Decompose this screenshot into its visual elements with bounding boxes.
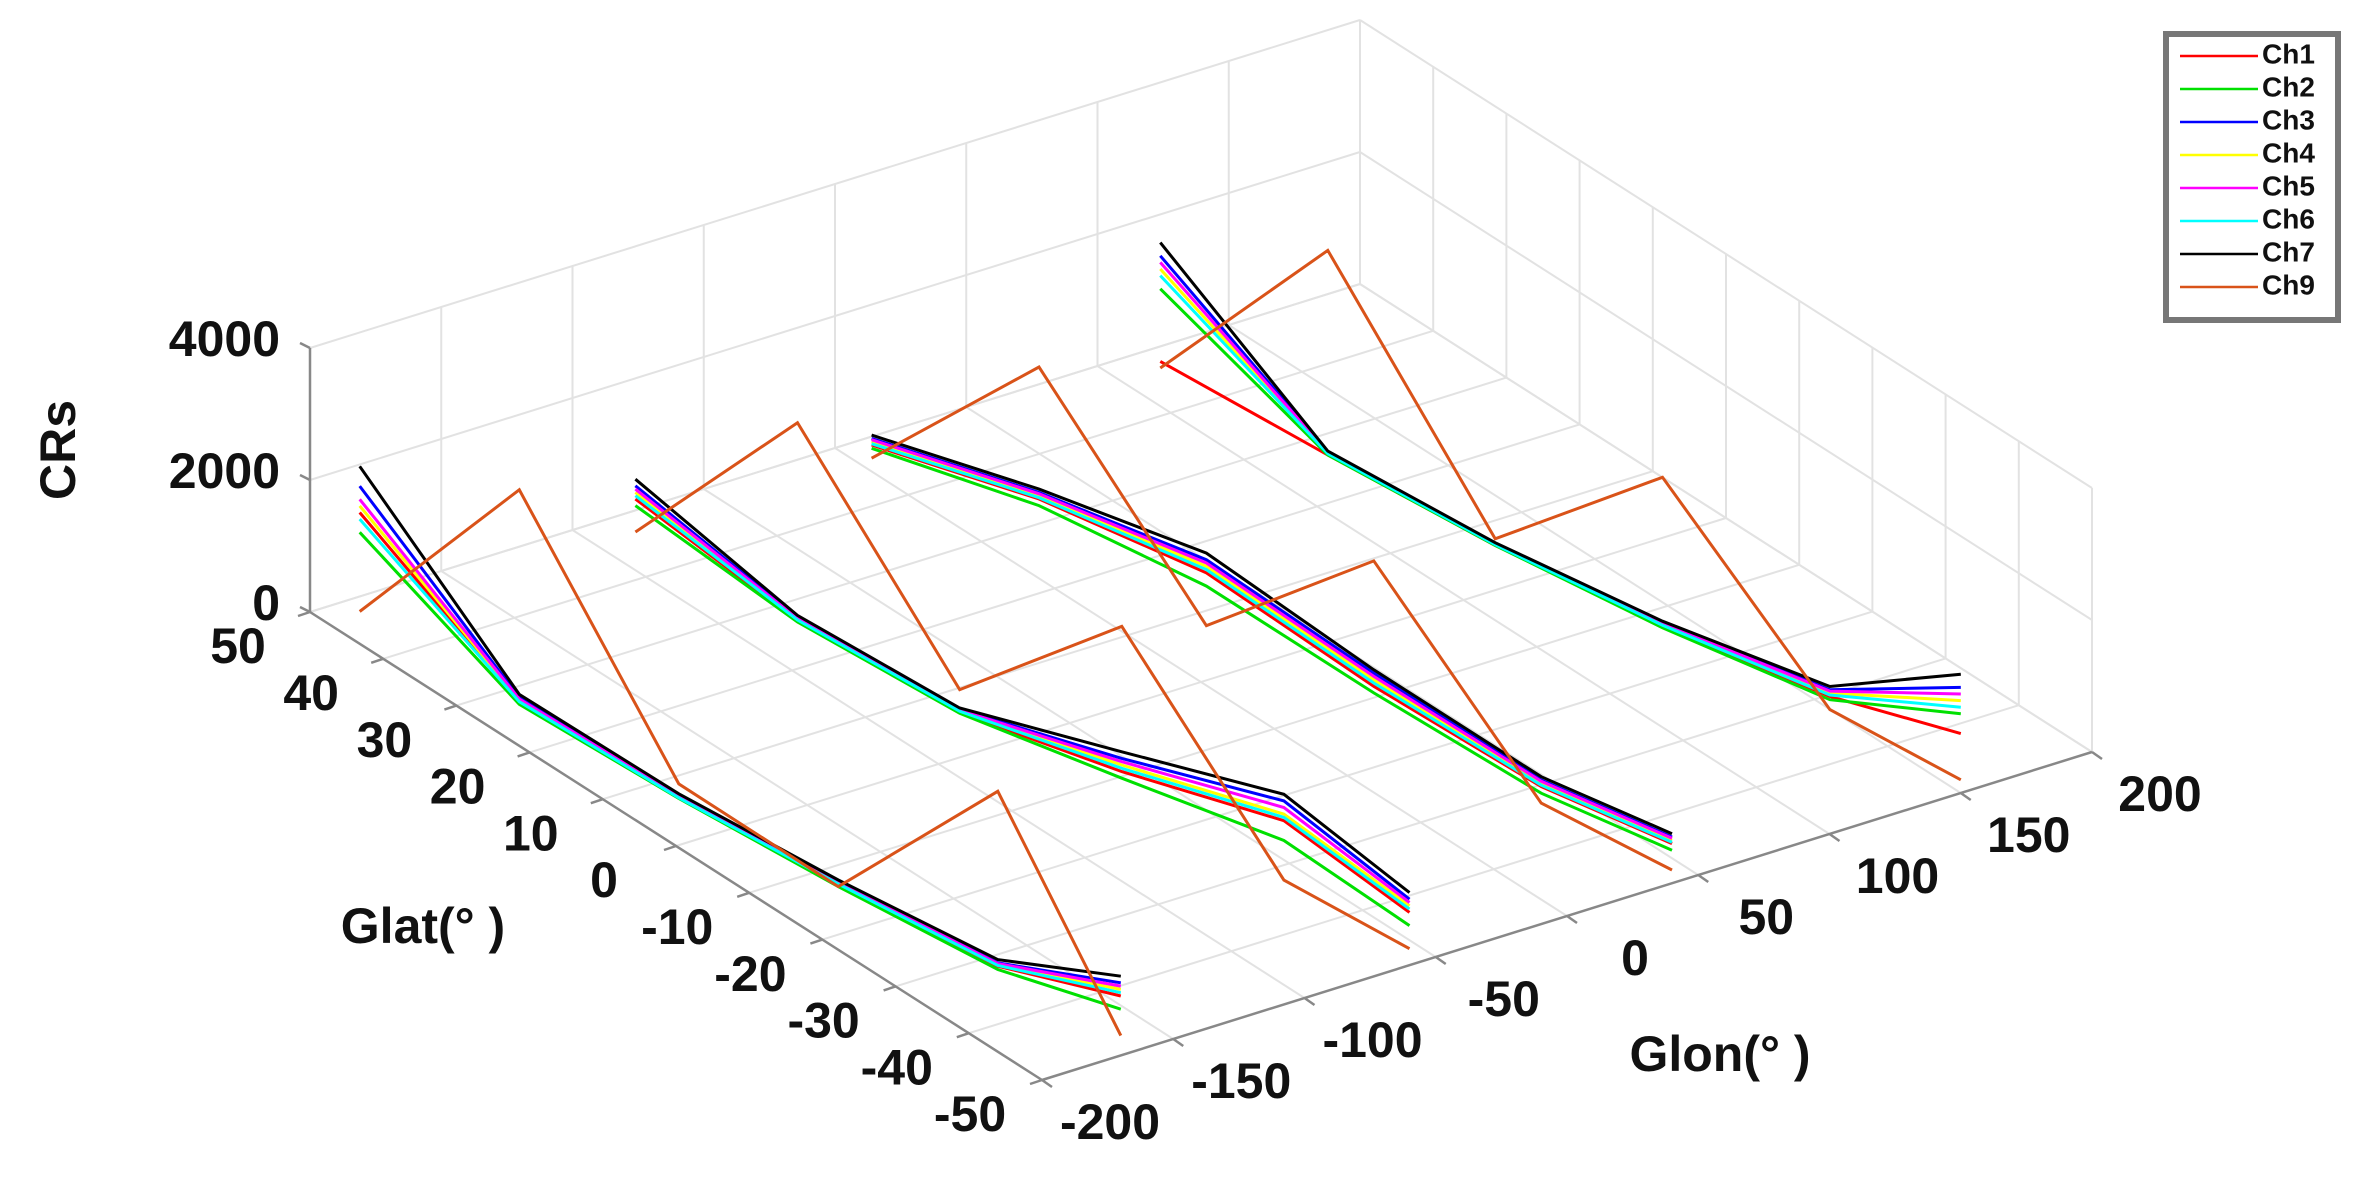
z-axis-label: CRs	[30, 400, 86, 500]
series-line	[358, 274, 1961, 995]
y-tick-label: 40	[283, 665, 339, 721]
grid-line	[309, 283, 1361, 613]
grid-line	[1359, 151, 2093, 621]
x-tick-label: -200	[1060, 1094, 1160, 1150]
tick-mark	[1960, 791, 1972, 802]
grid-line	[309, 151, 1361, 481]
x-tick-label: 0	[1621, 930, 1649, 986]
y-tick-label: -40	[861, 1039, 933, 1095]
z-tick-label: 2000	[169, 443, 280, 499]
legend-label: Ch7	[2262, 236, 2315, 267]
tick-mark	[810, 938, 823, 945]
x-tick-label: -100	[1322, 1012, 1422, 1068]
tick-mark	[1029, 1078, 1043, 1086]
legend-label: Ch4	[2262, 137, 2315, 168]
tick-mark	[736, 891, 750, 898]
y-tick-label: 0	[590, 852, 618, 908]
grid-line	[1359, 19, 2093, 489]
y-tick-label: -30	[787, 993, 859, 1049]
grid-line	[529, 423, 1580, 754]
tick-mark	[1041, 1078, 1053, 1089]
tick-mark	[590, 798, 604, 805]
y-tick-label: -10	[641, 899, 713, 955]
tick-mark	[444, 704, 457, 711]
tick-mark	[299, 473, 311, 482]
tick-mark	[1828, 832, 1841, 843]
y-tick-label: 10	[503, 805, 559, 861]
tick-mark	[663, 844, 677, 852]
grid-line	[895, 657, 1946, 988]
y-tick-label: -20	[714, 946, 786, 1002]
grid-line	[822, 610, 1873, 941]
x-tick-label: 50	[1738, 889, 1794, 945]
tick-mark	[299, 605, 311, 614]
grid-line	[748, 563, 1800, 894]
x-tick-label: -50	[1468, 971, 1540, 1027]
z-tick-label: 4000	[169, 311, 280, 367]
x-tick-label: -150	[1191, 1053, 1291, 1109]
series-line	[358, 248, 1962, 1037]
legend-label: Ch1	[2262, 38, 2315, 69]
y-axis-label: Glat(° )	[341, 898, 505, 954]
tick-mark	[517, 751, 530, 758]
x-tick-label: 200	[2118, 766, 2201, 822]
y-tick-label: -50	[934, 1086, 1006, 1142]
grid-line	[1359, 283, 2093, 753]
y-tick-label: 50	[210, 618, 266, 674]
z-tick-label: 0	[252, 575, 280, 631]
x-tick-label: 150	[1987, 807, 2070, 863]
tick-mark	[370, 657, 384, 664]
x-tick-label: 100	[1856, 848, 1939, 904]
y-tick-label: 30	[357, 712, 413, 768]
tick-mark	[883, 985, 896, 992]
tick-mark	[956, 1032, 970, 1039]
tick-mark	[1172, 1037, 1184, 1048]
tick-mark	[1697, 873, 1709, 884]
legend-label: Ch9	[2262, 269, 2315, 300]
legend-label: Ch5	[2262, 170, 2315, 201]
tick-mark	[1303, 996, 1316, 1007]
tick-mark	[2091, 750, 2103, 761]
legend-label: Ch3	[2262, 104, 2315, 135]
y-tick-label: 20	[430, 759, 486, 815]
legend-box	[2163, 31, 2341, 323]
grid-line	[968, 704, 2020, 1035]
tick-mark	[1566, 914, 1578, 925]
grid-line	[456, 376, 1507, 707]
legend-label: Ch6	[2262, 203, 2315, 234]
x-axis-label: Glon(° )	[1629, 1026, 1810, 1082]
legend-label: Ch2	[2262, 71, 2315, 102]
tick-mark	[299, 341, 311, 350]
tick-mark	[1435, 955, 1447, 966]
tick-mark	[297, 610, 311, 618]
grid-line	[309, 19, 1361, 349]
